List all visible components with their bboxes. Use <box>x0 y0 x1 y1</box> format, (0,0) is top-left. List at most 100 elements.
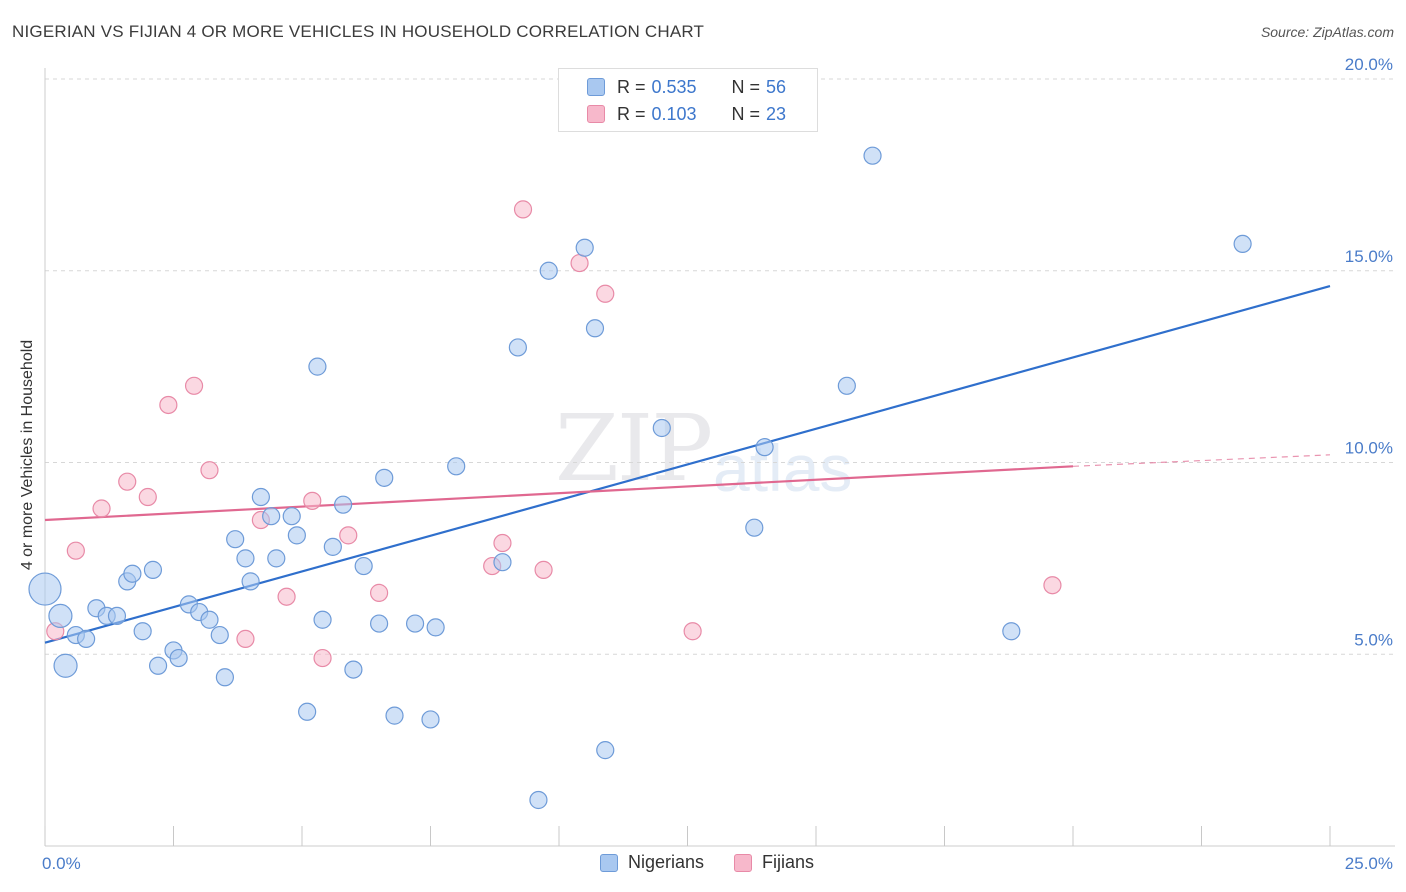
nigerian-point <box>226 530 245 549</box>
fijian-point <box>200 461 219 480</box>
n-label: N = <box>731 76 761 97</box>
source-credit: Source: ZipAtlas.com <box>1260 24 1394 40</box>
nigerian-point <box>334 495 353 514</box>
fijians-trend-extension <box>1072 454 1331 467</box>
nigerian-point <box>385 706 404 725</box>
nigerian-point <box>236 549 255 568</box>
fijian-point <box>236 629 255 649</box>
fijian-point <box>138 487 157 507</box>
fijian-point <box>66 541 85 560</box>
nigerian-point <box>53 653 78 678</box>
nigerian-point <box>107 606 127 626</box>
nigerian-point <box>123 564 142 583</box>
nigerian-point <box>215 668 234 687</box>
fijian-point <box>184 376 204 395</box>
tick-labels: 5.0% 10.0% 15.0% 20.0% 0.0% 25.0% <box>42 55 1393 873</box>
nigerians-label: Nigerians <box>628 852 705 872</box>
nigerians-swatch <box>587 78 605 96</box>
nigerian-point <box>298 702 317 721</box>
nigerians-trend-line <box>44 285 1331 644</box>
y-tick-label: 10.0% <box>1345 439 1393 458</box>
nigerian-point <box>405 614 425 633</box>
fijians-n-value: 23 <box>766 103 787 124</box>
nigerian-point <box>508 338 527 357</box>
data-points <box>28 146 1252 810</box>
fijians-swatch <box>587 105 605 123</box>
legend-row-fijians: R = 0.103 N = 23 <box>587 102 786 126</box>
nigerian-point <box>48 603 73 629</box>
fijian-point <box>570 253 589 273</box>
x-tick-label-max: 25.0% <box>1345 854 1393 873</box>
nigerian-point <box>575 238 594 257</box>
r-label: R = <box>617 76 646 97</box>
y-tick-label: 20.0% <box>1345 55 1393 74</box>
fijian-point <box>303 491 322 510</box>
fijian-point <box>159 395 178 415</box>
nigerian-point <box>28 572 62 606</box>
trend-lines <box>44 285 1331 644</box>
nigerian-point <box>1002 622 1021 641</box>
nigerian-point <box>77 629 96 649</box>
nigerian-point <box>282 507 301 526</box>
nigerian-point <box>596 741 615 760</box>
nigerian-point <box>375 468 394 487</box>
nigerian-point <box>143 560 163 579</box>
fijian-point <box>513 200 533 219</box>
nigerian-point <box>344 660 363 679</box>
fijian-point <box>339 526 358 545</box>
nigerian-point <box>133 622 152 641</box>
fijian-point <box>92 499 111 518</box>
nigerian-point <box>539 261 558 280</box>
nigerians-swatch <box>600 853 618 872</box>
fijians-trend-line <box>44 465 1074 522</box>
watermark-zip: ZIP <box>555 395 713 502</box>
nigerian-point <box>863 146 882 165</box>
nigerian-point <box>148 656 168 675</box>
nigerian-point <box>529 790 548 810</box>
nigerian-point <box>421 710 440 729</box>
fijians-label: Fijians <box>762 852 815 872</box>
nigerian-point <box>370 614 389 633</box>
x-tick-label-min: 0.0% <box>42 854 81 873</box>
nigerian-point <box>287 526 306 545</box>
legend-item-fijians[interactable]: Fijians <box>734 852 814 873</box>
watermark-atlas: atlas <box>713 431 853 505</box>
nigerian-point <box>493 553 512 572</box>
fijians-swatch <box>734 853 753 872</box>
nigerian-point <box>426 618 445 637</box>
nigerian-point <box>308 357 327 376</box>
nigerian-point <box>354 556 373 576</box>
fijians-r-value: 0.103 <box>651 103 697 124</box>
nigerian-point <box>267 549 286 568</box>
chart-title: NIGERIAN VS FIJIAN 4 OR MORE VEHICLES IN… <box>12 22 705 41</box>
fijian-point <box>596 284 615 303</box>
n-label: N = <box>731 103 761 124</box>
nigerian-point <box>755 438 774 457</box>
nigerian-point <box>262 507 281 526</box>
fijian-point <box>1043 576 1062 595</box>
r-label: R = <box>617 103 646 124</box>
nigerian-point <box>652 418 671 438</box>
nigerians-n-value: 56 <box>766 76 787 97</box>
nigerian-point <box>169 648 188 668</box>
nigerian-point <box>251 487 270 507</box>
grid-lines <box>45 78 1395 655</box>
y-tick-label: 15.0% <box>1345 247 1393 266</box>
legend-item-nigerians[interactable]: Nigerians <box>600 852 704 873</box>
fijian-point <box>370 583 389 602</box>
fijian-point <box>534 560 553 579</box>
fijian-point <box>313 648 332 668</box>
nigerian-point <box>837 376 856 395</box>
series-legend: Nigerians Fijians <box>600 852 844 873</box>
nigerian-point <box>447 457 466 476</box>
nigerian-point <box>200 610 219 629</box>
fijian-point <box>493 533 512 553</box>
nigerian-point <box>241 572 260 591</box>
nigerian-point <box>210 625 229 645</box>
fijian-point <box>277 587 296 606</box>
nigerian-point <box>313 610 332 629</box>
fijian-point <box>118 472 137 491</box>
axes <box>44 68 1395 847</box>
nigerians-r-value: 0.535 <box>651 76 697 97</box>
